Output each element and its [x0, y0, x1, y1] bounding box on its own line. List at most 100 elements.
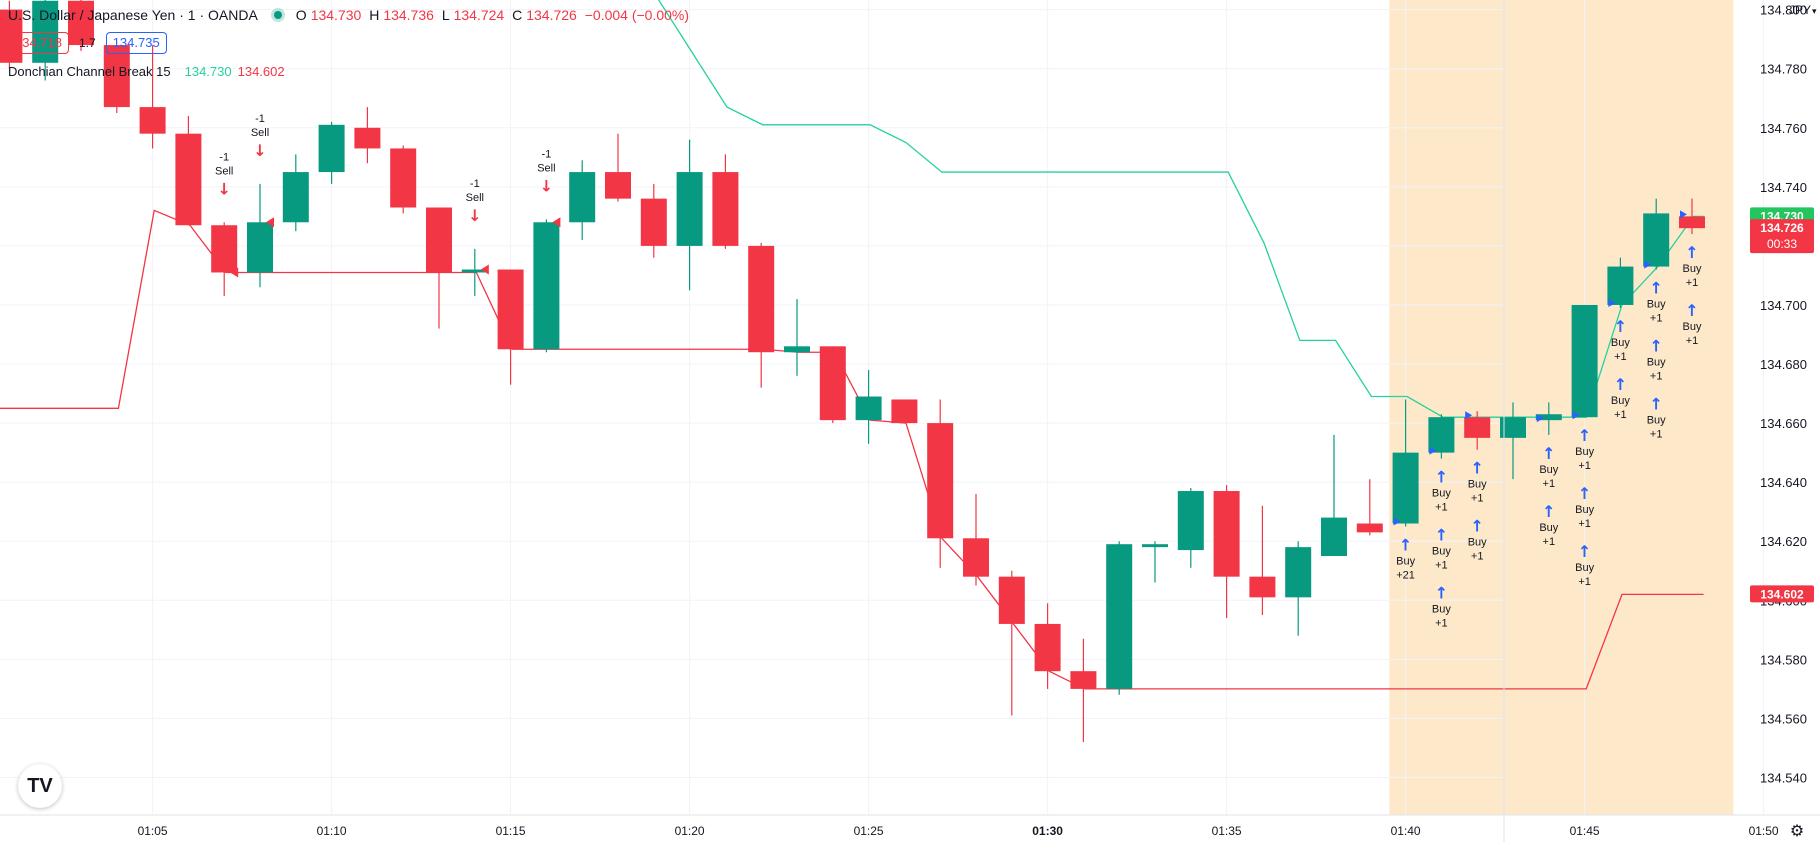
buy-price-button[interactable]: 134.735: [105, 32, 167, 54]
candle-body: [784, 346, 810, 353]
candle-body: [748, 245, 775, 353]
buy-label: Buy: [1468, 479, 1487, 491]
buy-arrow-icon: ↑: [1399, 535, 1412, 554]
buy-qty-label: +1: [1471, 551, 1484, 563]
sell-entry-marker: [480, 264, 489, 275]
candle-body: [1356, 523, 1383, 533]
buy-arrow-icon: ↑: [1435, 584, 1448, 603]
buy-qty-label: +1: [1543, 536, 1556, 548]
buy-label: Buy: [1539, 522, 1558, 534]
time-tick-label: 01:05: [138, 824, 168, 838]
indicator-name[interactable]: Donchian Channel Break 15: [8, 63, 171, 79]
candle-body: [605, 172, 631, 199]
sell-label: Sell: [251, 127, 269, 139]
price-tick-label: 134.800: [1760, 3, 1807, 18]
time-axis[interactable]: 01:05 01:10 01:15 01:20 01:25 01:30 01:35 01:40…: [0, 814, 1820, 840]
buy-arrow-icon: ↑: [1542, 502, 1555, 521]
trade-signals: -1Sell↓-1Sell↓-1Sell↓-1Sell↓↑Buy+21↑Buy+…: [215, 113, 1702, 630]
buy-arrow-icon: ↑: [1578, 484, 1591, 503]
candle-body: [1285, 547, 1312, 598]
buy-arrow-icon: ↑: [1649, 279, 1662, 298]
buy-qty-label: +1: [1471, 493, 1484, 505]
candle-body: [1249, 576, 1276, 598]
buy-arrow-icon: ↑: [1614, 375, 1627, 394]
candle-body: [569, 172, 596, 223]
time-tick-label: 01:35: [1212, 824, 1242, 838]
candle-body: [139, 107, 166, 134]
sell-qty-label: -1: [219, 151, 229, 163]
buy-entry-marker: [1536, 414, 1544, 423]
price-tick-label: 134.620: [1760, 534, 1807, 549]
sell-arrow-icon: ↓: [540, 176, 553, 195]
candle-body: [1177, 491, 1204, 551]
candle-body: [175, 133, 202, 226]
buy-entry-marker: [1465, 411, 1473, 420]
price-tick-label: 134.540: [1760, 771, 1807, 786]
buy-qty-label: +1: [1435, 618, 1448, 630]
candle-body: [247, 222, 273, 273]
candle-body: [1392, 452, 1419, 524]
buy-qty-label: +1: [1614, 409, 1627, 421]
price-tick-label: 134.780: [1760, 62, 1807, 77]
price-tick-label: 134.560: [1760, 711, 1807, 726]
candle-body: [318, 124, 345, 173]
buy-label: Buy: [1432, 546, 1451, 558]
candle-body: [211, 225, 238, 273]
time-tick-label: 01:30: [1032, 824, 1063, 838]
sell-qty-label: -1: [255, 113, 265, 125]
upper-channel-line: [657, 0, 1704, 418]
close-label: C: [512, 7, 523, 23]
buy-qty-label: +1: [1578, 576, 1591, 588]
settings-gear-icon[interactable]: ⚙: [1790, 821, 1804, 840]
currency-label[interactable]: JPY: [1789, 3, 1811, 17]
tradingview-logo-icon[interactable]: TV: [18, 764, 62, 808]
buy-arrow-icon: ↑: [1614, 317, 1627, 336]
buy-qty-label: +21: [1396, 569, 1415, 581]
indicator-lower-value: 134.602: [237, 63, 285, 79]
buy-label: Buy: [1575, 562, 1594, 574]
price-tick-label: 134.700: [1760, 298, 1807, 313]
sell-entry-marker: [552, 217, 561, 228]
candles: [0, 0, 1705, 743]
buy-label: Buy: [1539, 464, 1558, 476]
market-status-icon: [273, 11, 282, 19]
buy-qty-label: +1: [1686, 335, 1699, 347]
buy-label: Buy: [1432, 604, 1451, 616]
ohlc-values: O 134.730 H 134.736 L 134.724 C 134.726 −0.0…: [296, 7, 693, 23]
candle-body: [1213, 491, 1240, 577]
sell-arrow-icon: ↓: [217, 179, 230, 198]
symbol-title[interactable]: U.S. Dollar / Japanese Yen · 1 · OANDA: [8, 7, 258, 23]
candle-body: [533, 222, 560, 350]
candle-body: [855, 396, 882, 421]
close-value: 134.726: [526, 7, 577, 23]
buy-label: Buy: [1611, 337, 1630, 349]
candle-body: [712, 172, 739, 246]
candle-body: [1500, 417, 1526, 438]
candle-body: [1106, 544, 1133, 689]
price-tick-label: 134.680: [1760, 357, 1807, 372]
time-tick-label: 01:15: [496, 824, 526, 838]
sell-qty-label: -1: [470, 178, 480, 190]
candle-body: [0, 9, 23, 63]
buy-arrow-icon: ↑: [1435, 468, 1448, 487]
buy-arrow-icon: ↑: [1470, 459, 1483, 478]
open-value: 134.730: [310, 7, 362, 23]
bar-countdown: 00:33: [1767, 237, 1797, 251]
currency-dropdown-icon[interactable]: ▾: [1812, 6, 1817, 16]
candle-body: [354, 127, 381, 149]
buy-arrow-icon: ↑: [1435, 526, 1448, 545]
price-axis[interactable]: 134.540134.560134.580134.600134.620134.6…: [1503, 0, 1817, 842]
price-label-value: 134.726: [1760, 221, 1804, 235]
candle-body: [1535, 414, 1562, 421]
sell-qty-label: -1: [542, 148, 552, 160]
candle-body: [1070, 671, 1097, 689]
price-tick-label: 134.760: [1760, 121, 1807, 136]
candle-body: [1464, 417, 1491, 438]
candle-body: [461, 269, 488, 273]
candle-body: [640, 198, 667, 246]
sell-price-button[interactable]: 134.718: [8, 32, 69, 54]
candle-body: [390, 148, 417, 208]
candle-body: [676, 172, 703, 246]
sell-label: Sell: [537, 162, 555, 174]
